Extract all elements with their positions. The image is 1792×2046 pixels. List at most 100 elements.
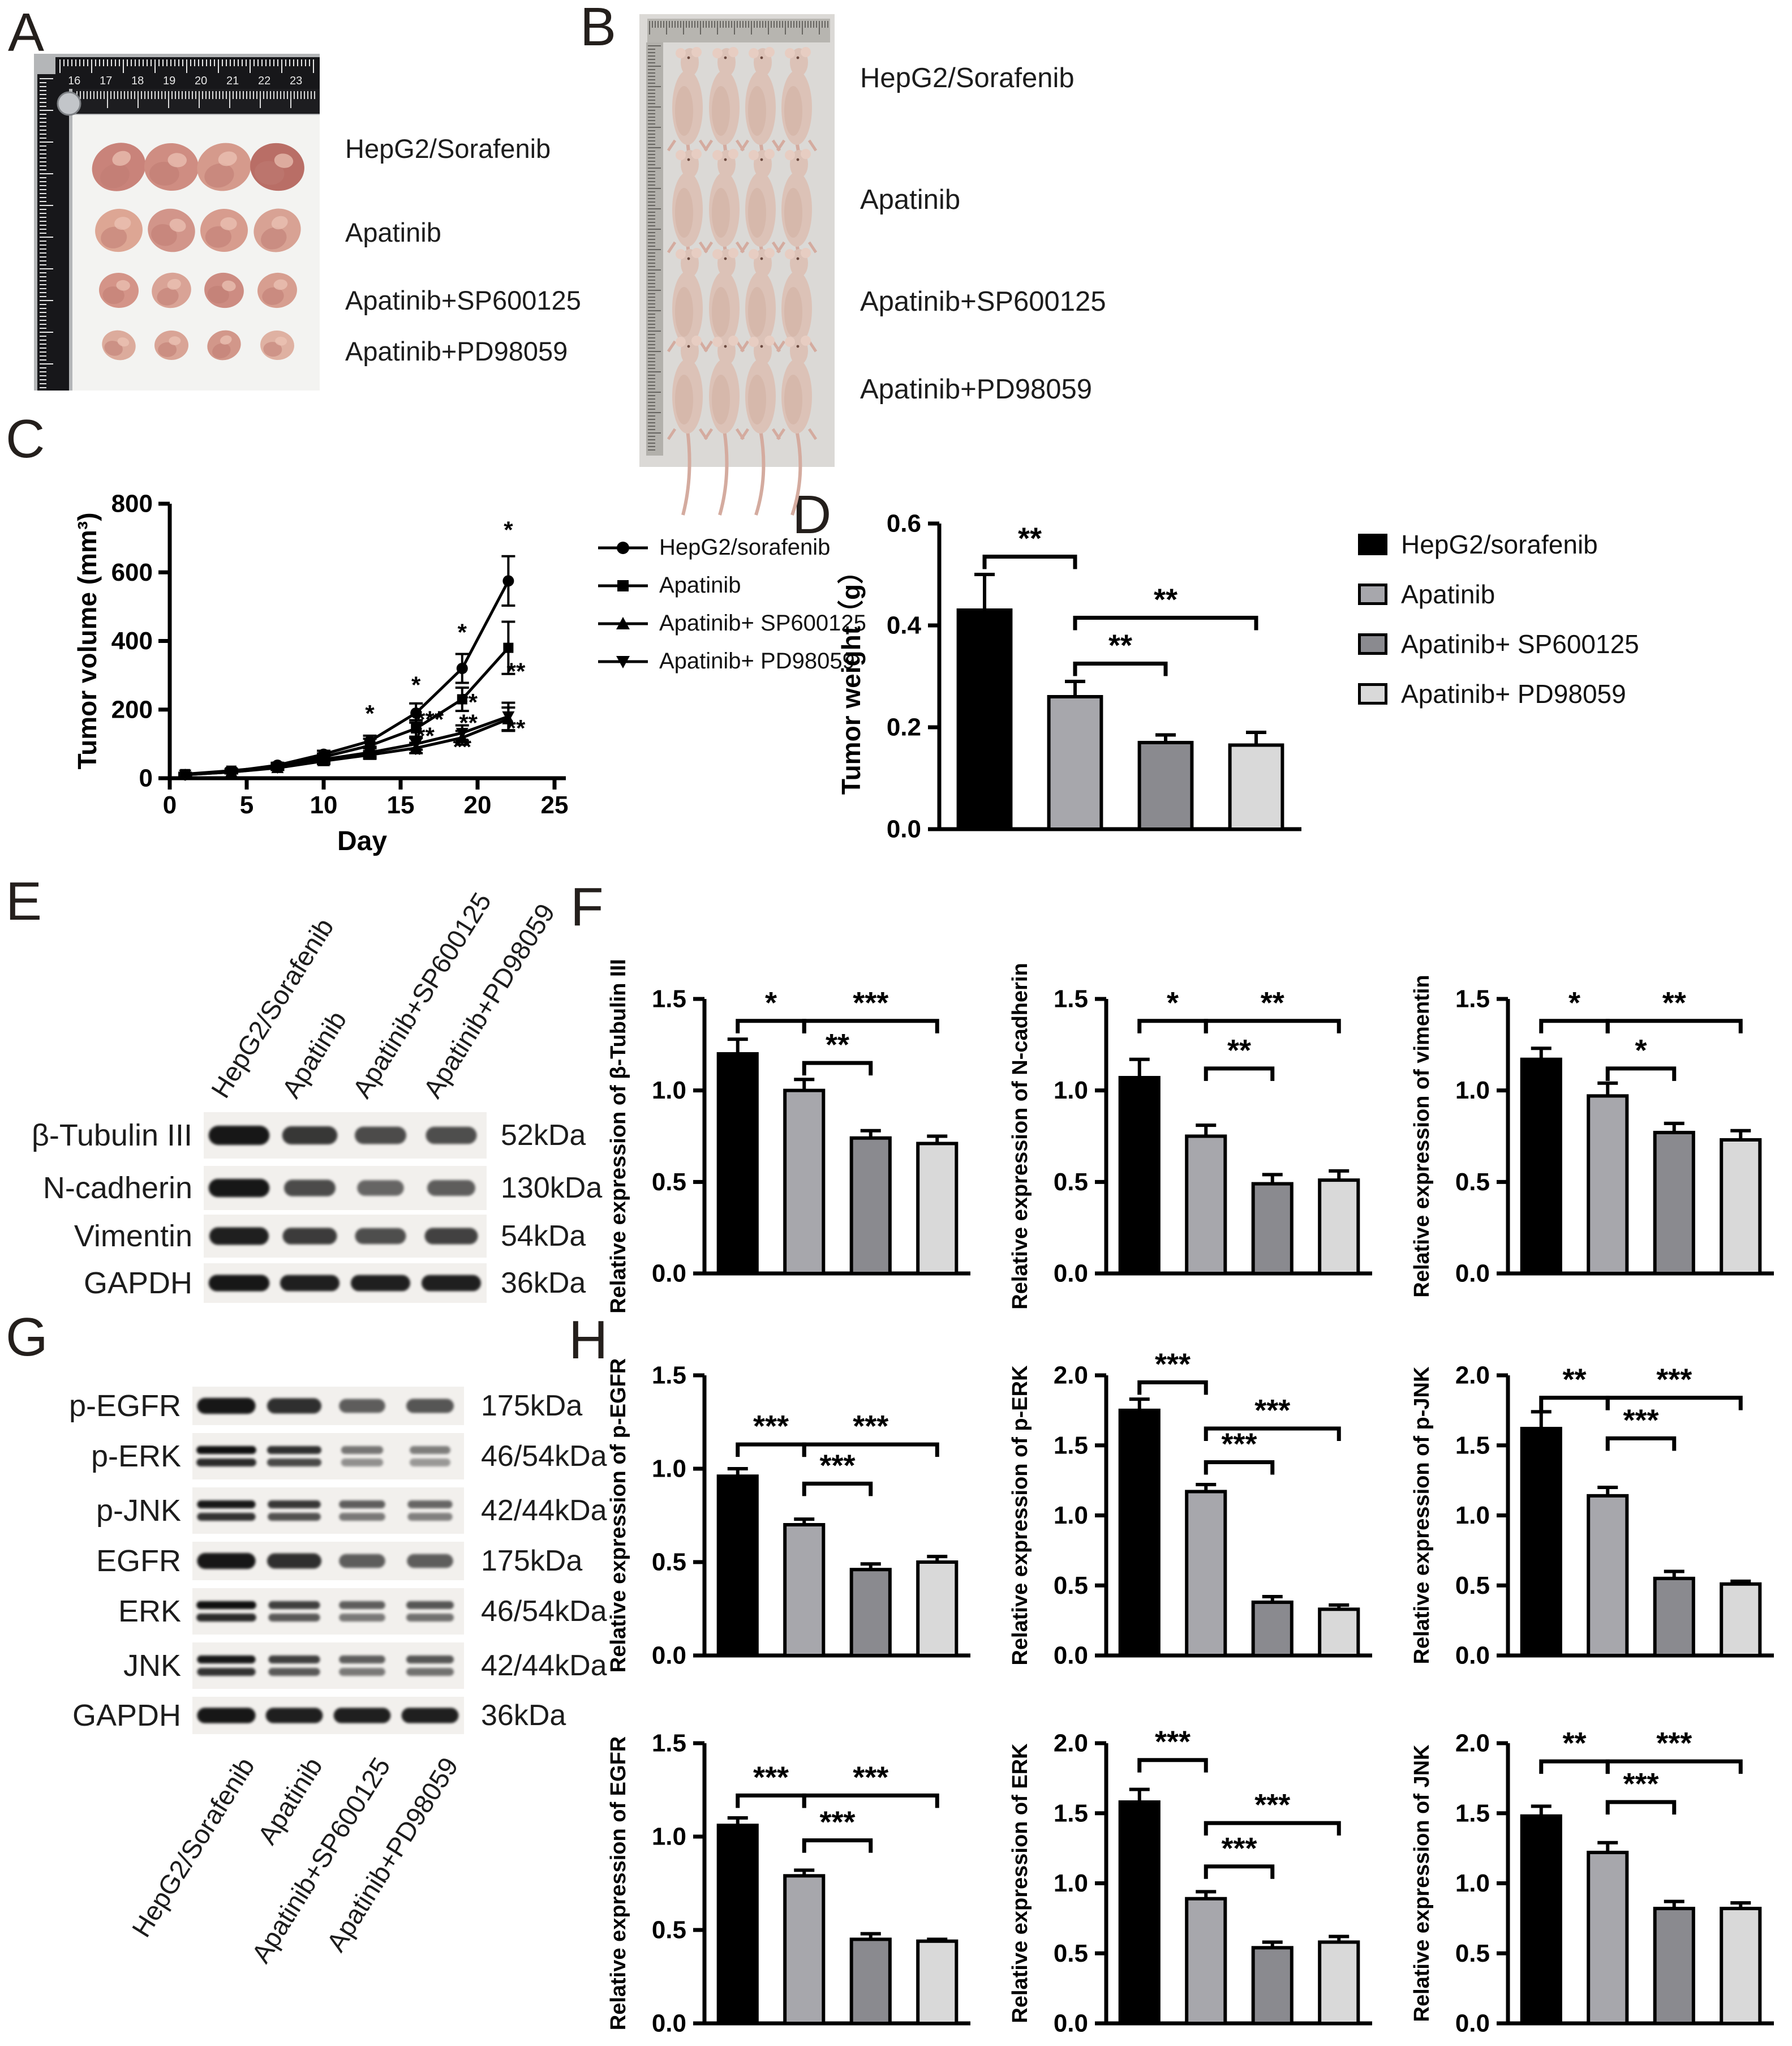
marker-triangle-down (363, 747, 376, 759)
significance-label: *** (1155, 1347, 1191, 1381)
y-tick-label: 1.5 (1054, 985, 1088, 1013)
significance-bracket (1204, 1426, 1341, 1442)
y-tick-label: 200 (111, 696, 153, 723)
bar-1 (1047, 695, 1103, 831)
legend-label: Apatinib (659, 573, 741, 598)
bar-1 (783, 1523, 826, 1657)
group-label-b-0: HepG2/Sorafenib (860, 63, 1075, 93)
significance-bracket (1204, 1460, 1275, 1475)
tumor-weight-bar-chart: 0.0 0.2 0.4 0.6 Tumor weight（g） ** ** ** (826, 498, 1335, 849)
p-jnk-bar-chart: 0.0 0.5 1.0 1.5 2.0 Relative expression of p-… (1392, 1336, 1788, 1681)
panel-f-letter: F (570, 877, 604, 937)
kda-label-46/54kDa: 46/54kDa (481, 1440, 607, 1473)
y-axis-label: Relative expression of ERK (1008, 1743, 1032, 2023)
legend-swatch (1358, 683, 1387, 705)
significance-label: *** (1656, 1726, 1692, 1760)
blot-strip-JNK (192, 1642, 464, 1689)
blot-row-label-Vimentin: Vimentin (74, 1219, 192, 1253)
marker-triangle-down (410, 739, 423, 750)
bar-2 (1653, 1131, 1695, 1275)
y-tick-label: 0.0 (652, 1642, 686, 1670)
x-tick-label: 25 (541, 791, 569, 819)
y-tick-label: 1.5 (1455, 1799, 1490, 1827)
significance-bracket (736, 1442, 806, 1457)
y-tick-label: 0.0 (1054, 2010, 1088, 2038)
kda-label-36kDa: 36kDa (481, 1699, 566, 1732)
kda-label-130kDa: 130kDa (501, 1172, 603, 1204)
significance-bracket (802, 1481, 873, 1496)
vimentin-bar-chart: 0.0 0.5 1.0 1.5 Relative expression of vimen… (1392, 934, 1788, 1302)
significance-annotation: ** (507, 658, 526, 684)
x-axis-label: Day (337, 826, 387, 856)
significance-annotation: * (365, 700, 375, 727)
bar-1 (1587, 1494, 1629, 1657)
panel-b-letter: B (580, 0, 617, 57)
jnk-bar-chart: 0.0 0.5 1.0 1.5 2.0 Relative expression of JN… (1392, 1704, 1788, 2046)
y-tick-label: 1.5 (1054, 1431, 1088, 1459)
series-line (185, 715, 509, 777)
blot-strip-Vimentin (204, 1215, 487, 1258)
y-tick-label: 1.5 (652, 1362, 686, 1389)
legend-item-0: HepG2/sorafenib (597, 535, 866, 560)
marker-square (411, 723, 422, 734)
legend-item-0: HepG2/sorafenib (1358, 529, 1639, 560)
significance-bracket (1605, 1800, 1677, 1815)
significance-bracket (1073, 662, 1168, 676)
marker-square (503, 642, 514, 653)
legend-label: Apatinib+ PD98059 (1401, 679, 1626, 709)
legend-label: Apatinib+ SP600125 (659, 611, 866, 636)
panel-b-group-labels: HepG2/Sorafenib Apatinib Apatinib+SP600125… (860, 14, 1177, 467)
significance-label: ** (1227, 1033, 1251, 1067)
y-tick-label: 1.5 (652, 1730, 686, 1757)
tumor-specimen (200, 208, 248, 252)
bar-2 (849, 1937, 892, 2025)
tumor-specimen (250, 143, 304, 191)
nude-mouse (740, 336, 781, 516)
tumor-specimen (148, 208, 195, 252)
significance-label: ** (1154, 583, 1178, 617)
significance-bracket (802, 1442, 939, 1457)
bar-chart-svg: 0.0 0.5 1.0 1.5 Relative expression of vimen… (1410, 975, 1774, 1298)
bar-3 (1318, 1178, 1360, 1275)
group-label-b-1: Apatinib (860, 185, 961, 215)
tumor-specimen (253, 208, 301, 252)
significance-bracket (1605, 1396, 1743, 1410)
blot-strip-p-EGFR (192, 1387, 464, 1425)
nude-mouse (740, 47, 781, 227)
blot-strip-p-ERK (192, 1433, 464, 1479)
bar-chart-svg: 0.0 0.5 1.0 1.5 2.0 Relative expression of p-… (1410, 1362, 1774, 1670)
y-axis-label: Relative expression of N-cadherin (1008, 963, 1032, 1309)
significance-label: *** (853, 1409, 888, 1443)
ruler-number: 19 (163, 75, 175, 87)
tumor-specimen (260, 330, 294, 361)
y-tick-label: 1.5 (1455, 1431, 1490, 1459)
significance-label: *** (1155, 1725, 1191, 1759)
x-tick-label: 15 (387, 791, 415, 819)
significance-bracket (1137, 1019, 1208, 1033)
kda-label-175kDa: 175kDa (481, 1545, 583, 1577)
tumor-specimen (257, 272, 297, 308)
bar-3 (1228, 743, 1284, 831)
legend-item-2: Apatinib+ SP600125 (1358, 629, 1639, 659)
significance-label: *** (853, 986, 888, 1020)
significance-bracket (736, 1019, 806, 1033)
significance-annotation: ** (453, 734, 471, 760)
ruler-number: 16 (68, 75, 80, 87)
y-tick-label: 0.5 (1455, 1168, 1490, 1196)
tumor-specimen (197, 143, 251, 191)
group-label-a-2: Apatinib+SP600125 (345, 285, 581, 315)
bar-1 (1185, 1134, 1227, 1275)
bar-1 (1185, 1490, 1227, 1657)
bar-0 (1118, 1800, 1161, 2025)
legend-item-3: Apatinib+ PD98059 (597, 649, 866, 674)
significance-label: *** (819, 1448, 855, 1482)
significance-label: *** (753, 1760, 789, 1794)
panel-a-letter: A (8, 2, 45, 63)
y-tick-label: 2.0 (1054, 1362, 1088, 1389)
significance-bracket (1137, 1758, 1208, 1773)
x-tick-label: 20 (464, 791, 492, 819)
blot-row-label-GAPDH: GAPDH (72, 1698, 181, 1732)
significance-label: *** (753, 1409, 789, 1443)
tumor-specimen (154, 330, 188, 361)
legend-label: HepG2/sorafenib (1401, 530, 1598, 559)
